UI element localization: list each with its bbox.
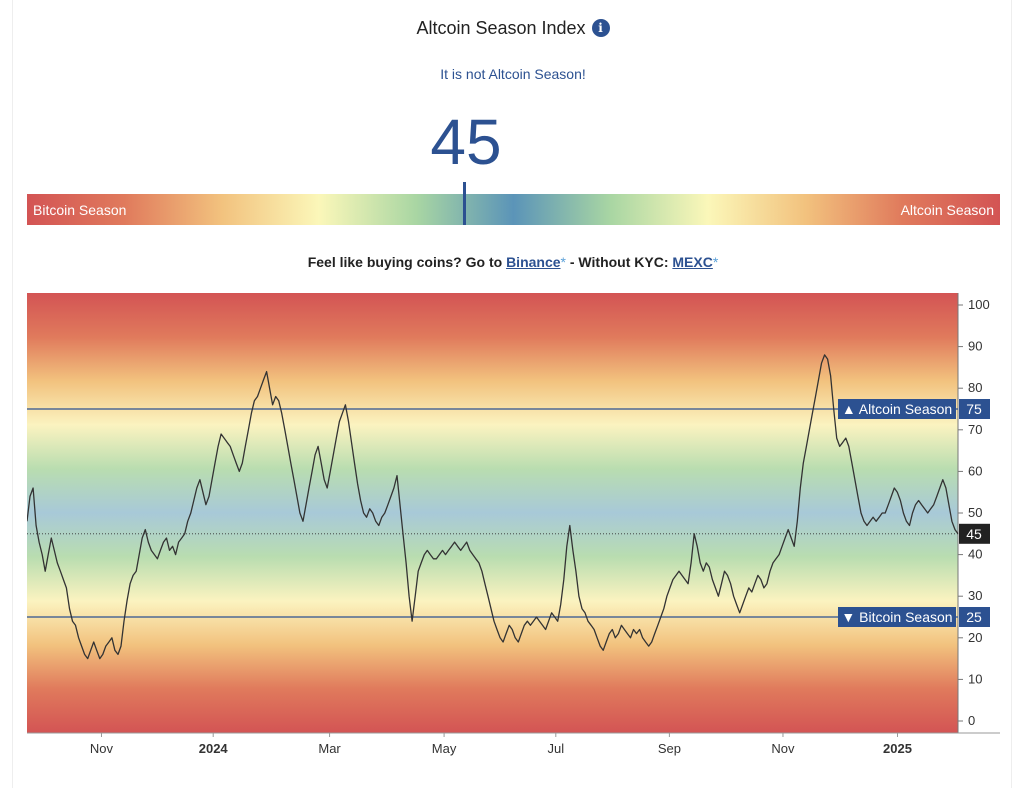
x-tick-label: Nov xyxy=(771,741,795,756)
threshold-value-badge xyxy=(959,399,990,419)
y-tick-label: 90 xyxy=(968,339,982,354)
y-tick-label: 20 xyxy=(968,630,982,645)
index-series-line xyxy=(27,354,959,660)
threshold-value: 25 xyxy=(966,609,982,625)
y-tick-label: 10 xyxy=(968,671,982,686)
promo-line: Feel like buying coins? Go to Binance* -… xyxy=(13,254,1013,270)
threshold-value-badge xyxy=(959,607,990,627)
threshold-value: 75 xyxy=(966,401,982,417)
y-tick-label: 70 xyxy=(968,422,982,437)
x-tick-label: Sep xyxy=(658,741,681,756)
threshold-badge xyxy=(838,607,956,627)
binance-link[interactable]: Binance xyxy=(506,254,561,270)
binance-star: * xyxy=(560,254,566,270)
y-tick-label: 50 xyxy=(968,505,982,520)
title-row: Altcoin Season Index i xyxy=(13,18,1013,39)
x-tick-label: Mar xyxy=(318,741,341,756)
x-tick-label: 2024 xyxy=(199,741,229,756)
gauge-right-label: Altcoin Season xyxy=(900,202,994,218)
threshold-badge xyxy=(838,399,956,419)
index-value: 45 xyxy=(430,106,502,178)
info-icon[interactable]: i xyxy=(591,19,610,37)
season-gauge: Bitcoin Season Altcoin Season xyxy=(27,182,1000,225)
mexc-link[interactable]: MEXC xyxy=(672,254,713,270)
current-value-badge xyxy=(959,523,990,544)
threshold-label: ▼ Bitcoin Season xyxy=(841,609,952,625)
y-tick-label: 30 xyxy=(968,588,982,603)
gauge-marker xyxy=(463,182,467,225)
season-index-chart: 0 10 20 30 40 50 60 70 80 90 100 Nov 2024 Mar May Jul Se… xyxy=(27,293,1000,756)
altcoin-season-card: Altcoin Season Index i It is not Altcoin … xyxy=(12,0,1012,788)
page-title: Altcoin Season Index xyxy=(416,18,586,38)
chart-background xyxy=(27,293,958,733)
current-value-label: 45 xyxy=(966,526,982,542)
threshold-label: ▲ Altcoin Season xyxy=(842,401,952,417)
y-tick-label: 60 xyxy=(968,463,982,478)
x-tick-label: Jul xyxy=(547,741,564,756)
x-tick-label: May xyxy=(432,741,457,756)
y-tick-label: 40 xyxy=(968,547,982,562)
y-tick-label: 100 xyxy=(968,297,990,312)
y-tick-label: 80 xyxy=(968,380,982,395)
x-tick-label: Nov xyxy=(90,741,114,756)
promo-prefix: Feel like buying coins? Go to xyxy=(307,254,507,270)
mexc-star: * xyxy=(712,254,719,270)
x-tick-label: 2025 xyxy=(883,741,912,756)
y-tick-label: 0 xyxy=(968,713,975,728)
season-status: It is not Altcoin Season! xyxy=(440,66,586,82)
gauge-left-label: Bitcoin Season xyxy=(33,202,127,218)
promo-middle: - Without KYC: xyxy=(565,254,673,270)
